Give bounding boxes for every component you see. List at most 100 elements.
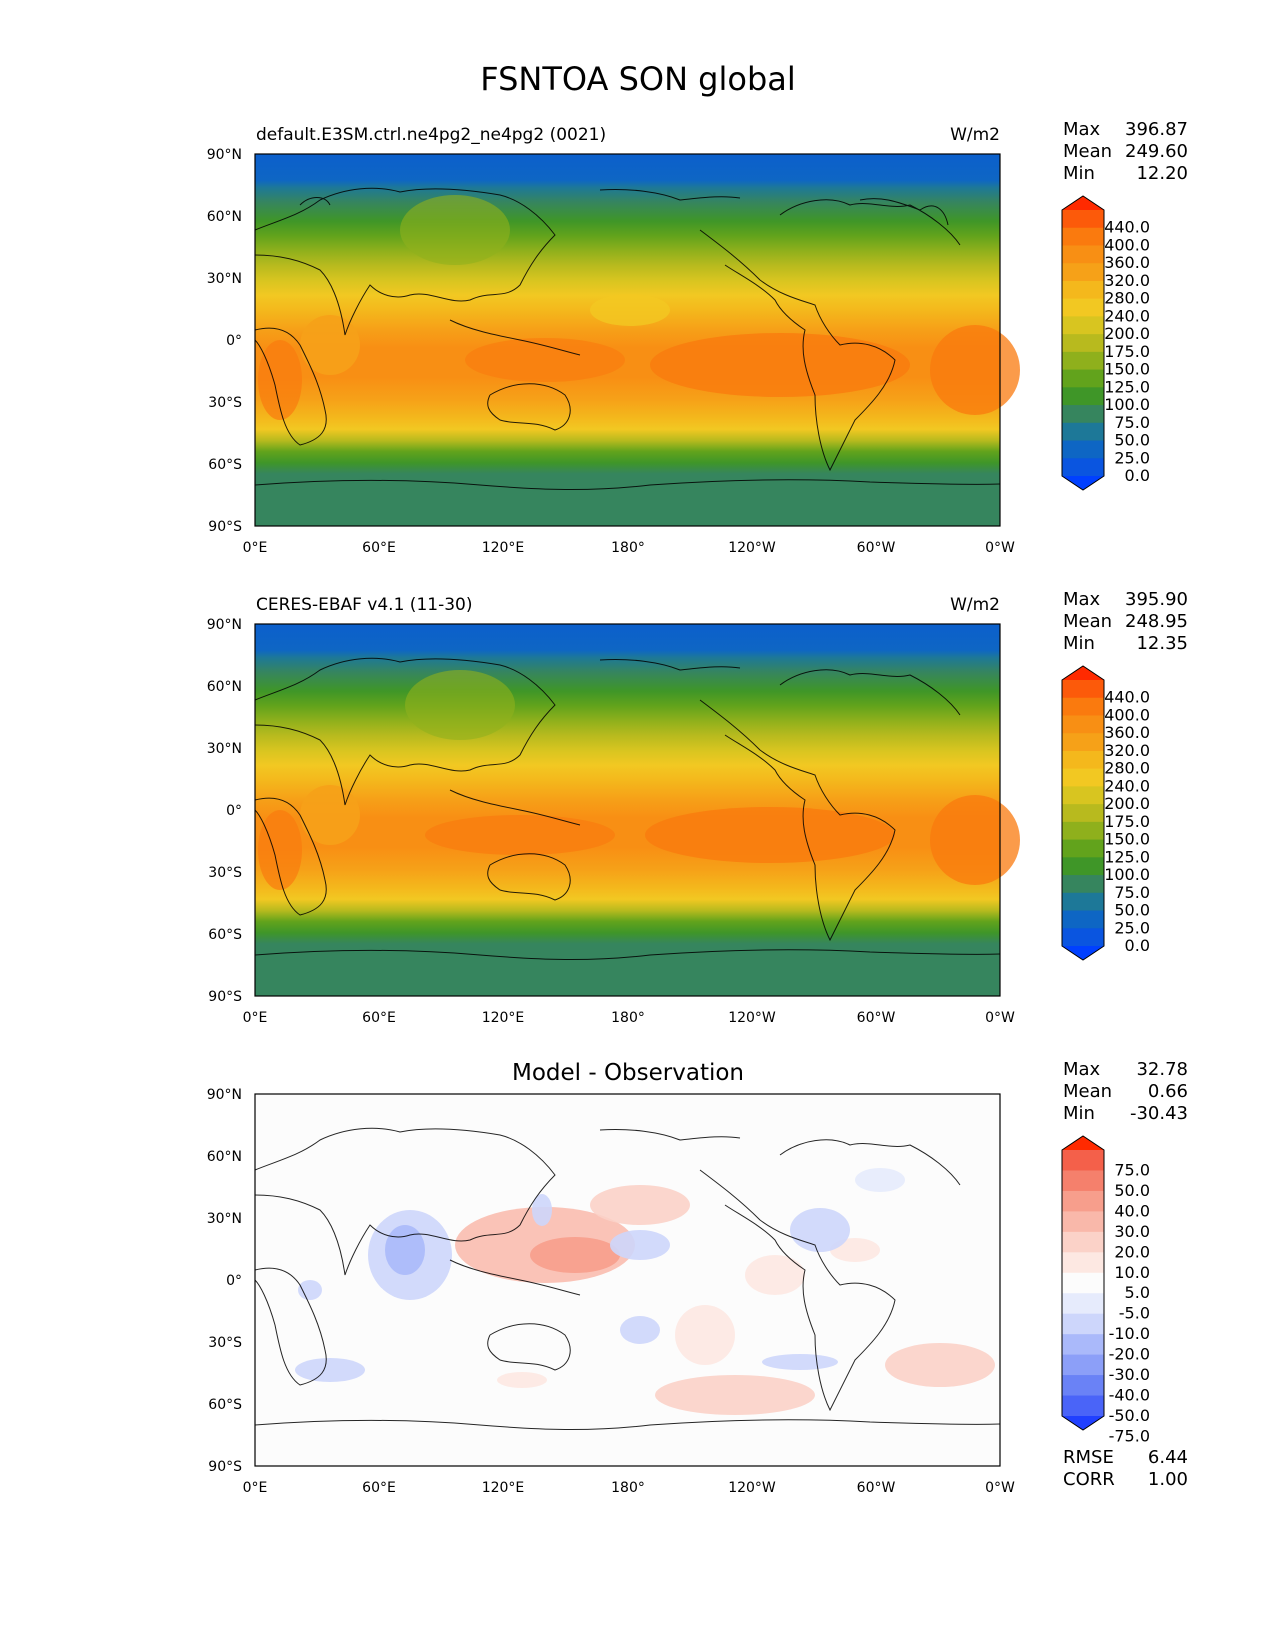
lon-tick-label: 0°E xyxy=(243,1480,268,1496)
lon-tick-label: 60°W xyxy=(857,1480,896,1496)
colorbar-segment xyxy=(1062,316,1104,335)
panel-observation: CERES-EBAF v4.1 (11-30) W/m2 90 xyxy=(207,589,1188,1026)
colorbar-segment xyxy=(1062,334,1104,353)
colorbar-segment xyxy=(1062,1313,1104,1335)
colorbar-tick-label: 175.0 xyxy=(1104,342,1150,361)
stat-label-rmse: RMSE xyxy=(1063,1447,1114,1468)
colorbar-tick-label: 20.0 xyxy=(1114,1242,1150,1261)
colorbar-segment xyxy=(1062,750,1104,770)
colorbar-segment xyxy=(1062,875,1104,894)
anomaly-negative xyxy=(295,1358,365,1382)
colorbar-tick-label: 10.0 xyxy=(1114,1263,1150,1282)
stat-label-mean: Mean xyxy=(1063,141,1112,162)
colorbar-tick-label: 25.0 xyxy=(1114,918,1150,937)
lon-tick-label: 0°E xyxy=(243,1010,268,1026)
map-frame xyxy=(254,623,1001,997)
lat-tick-label: 60°S xyxy=(208,1397,242,1413)
colorbar-tick-label: 150.0 xyxy=(1104,830,1150,849)
colorbar-segment xyxy=(1062,1190,1104,1212)
colorbar-tick-label: 100.0 xyxy=(1104,395,1150,414)
lat-tick-label: 30°S xyxy=(208,1335,242,1351)
field-patch xyxy=(590,294,670,326)
stat-label-min: Min xyxy=(1063,633,1095,654)
panel-difference-title: Model - Observation xyxy=(512,1060,744,1086)
stat-value-min: 12.35 xyxy=(1136,633,1188,654)
anomaly-negative xyxy=(298,1280,322,1300)
lat-axis: 90°N 60°N 30°N 0° 30°S 60°S 90°S xyxy=(207,1087,242,1475)
lat-tick-label: 90°S xyxy=(208,989,242,1005)
colorbar-tick-label: 320.0 xyxy=(1104,741,1150,760)
lon-tick-label: 180° xyxy=(611,1010,645,1026)
figure-title: FSNTOA SON global xyxy=(480,60,796,98)
colorbar-segment xyxy=(1062,1170,1104,1192)
colorbar-tick-label: 280.0 xyxy=(1104,289,1150,308)
stat-value-rmse: 6.44 xyxy=(1148,1447,1188,1468)
stats-model: Max 396.87 Mean 249.60 Min 12.20 xyxy=(1063,119,1188,184)
anomaly-negative xyxy=(620,1316,660,1344)
lon-tick-label: 0°W xyxy=(985,1010,1015,1026)
colorbar-segment xyxy=(1062,804,1104,823)
colorbar-tick-label: 280.0 xyxy=(1104,759,1150,778)
stats-observation: Max 395.90 Mean 248.95 Min 12.35 xyxy=(1063,589,1188,654)
stat-label-min: Min xyxy=(1063,1103,1095,1124)
colorbar-tick-label: 360.0 xyxy=(1104,723,1150,742)
colorbar-tick-label: 400.0 xyxy=(1104,235,1150,254)
colorbar-segment xyxy=(1062,210,1104,229)
lon-tick-label: 0°W xyxy=(985,1480,1015,1496)
anomaly-positive xyxy=(530,1237,620,1273)
field-patch xyxy=(645,807,895,863)
lat-tick-label: 90°N xyxy=(207,147,242,163)
lon-tick-label: 120°E xyxy=(482,1480,525,1496)
colorbar-tick-label: 0.0 xyxy=(1125,466,1150,485)
colorbar-tick-label: 0.0 xyxy=(1125,936,1150,955)
colorbar-tick-label: 75.0 xyxy=(1114,413,1150,432)
colorbar-segment xyxy=(1062,422,1104,442)
lat-tick-label: 30°N xyxy=(207,1211,242,1227)
panel-model: default.E3SM.ctrl.ne4pg2_ne4pg2 (0021) W… xyxy=(207,119,1188,556)
colorbar-segment xyxy=(1062,405,1104,424)
map-frame xyxy=(254,1093,1001,1467)
lon-tick-label: 120°E xyxy=(482,540,525,556)
anomaly-positive xyxy=(497,1372,547,1388)
colorbar-tick-label: 440.0 xyxy=(1104,688,1150,707)
lat-tick-label: 90°N xyxy=(207,1087,242,1103)
field-patch xyxy=(465,338,625,382)
map-background xyxy=(255,624,1000,996)
colorbar-tick-label: 50.0 xyxy=(1114,901,1150,920)
colorbar-segment xyxy=(1062,263,1104,282)
lon-tick-label: 120°E xyxy=(482,1010,525,1026)
colorbar-tick-label: 320.0 xyxy=(1104,271,1150,290)
colorbar-segment xyxy=(1062,351,1104,371)
field-patch xyxy=(400,195,510,265)
colorbar-tick-label: 30.0 xyxy=(1114,1222,1150,1241)
colorbar-segment xyxy=(1062,839,1104,858)
colorbar-tick-label: 440.0 xyxy=(1104,218,1150,237)
stat-value-max: 32.78 xyxy=(1136,1059,1188,1080)
colorbar-tick-label: 200.0 xyxy=(1104,324,1150,343)
lon-tick-label: 60°W xyxy=(857,540,896,556)
colorbar-segment xyxy=(1062,1293,1104,1315)
colorbar-segment xyxy=(1062,1272,1104,1294)
colorbar-observation: 440.0400.0360.0320.0280.0240.0200.0175.0… xyxy=(1061,665,1150,961)
lat-axis: 90°N 60°N 30°N 0° 30°S 60°S 90°S xyxy=(207,147,242,535)
colorbar-segment xyxy=(1062,1252,1104,1274)
anomaly-negative xyxy=(532,1194,552,1226)
lat-tick-label: 30°N xyxy=(207,271,242,287)
colorbar-tick-label: -50.0 xyxy=(1109,1406,1150,1425)
field-patch xyxy=(405,670,515,740)
colorbar-extend-top xyxy=(1062,196,1104,210)
anomaly-negative xyxy=(610,1230,670,1260)
lon-tick-label: 0°W xyxy=(985,540,1015,556)
colorbar-tick-label: 50.0 xyxy=(1114,1181,1150,1200)
colorbar-segment xyxy=(1062,1375,1104,1397)
stat-label-mean: Mean xyxy=(1063,611,1112,632)
panel-model-title: default.E3SM.ctrl.ne4pg2_ne4pg2 (0021) xyxy=(256,125,606,145)
anomaly-negative xyxy=(385,1225,425,1275)
colorbar-segment xyxy=(1062,1231,1104,1253)
anomaly-negative xyxy=(855,1168,905,1192)
anomaly-positive xyxy=(675,1305,735,1365)
lat-axis: 90°N 60°N 30°N 0° 30°S 60°S 90°S xyxy=(207,617,242,1005)
panel-model-units: W/m2 xyxy=(950,125,1000,145)
lat-tick-label: 30°S xyxy=(208,865,242,881)
